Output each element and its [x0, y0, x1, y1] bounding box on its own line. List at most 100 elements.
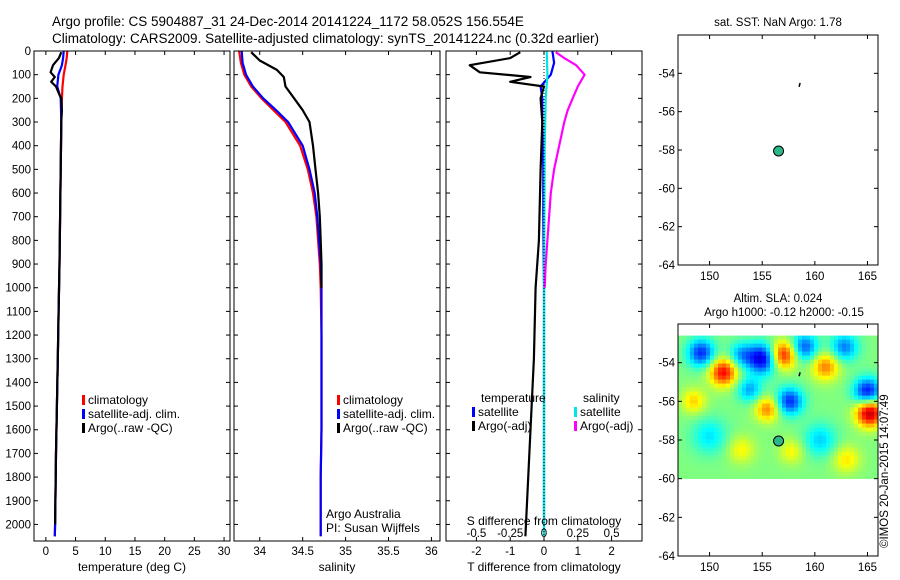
sla-cell [778, 427, 783, 432]
sla-cell [722, 407, 727, 412]
sla-cell [690, 407, 695, 412]
legend-swatch [337, 423, 340, 433]
sla-cell [690, 383, 695, 388]
sla-cell [810, 435, 815, 440]
sla-cell [718, 347, 723, 352]
sla-cell [722, 347, 727, 352]
sla-cell [710, 339, 715, 344]
sla-cell [746, 387, 751, 392]
sla-cell [806, 415, 811, 420]
sla-cell [858, 415, 863, 420]
sla-cell [830, 367, 835, 372]
sla-cell [694, 463, 699, 468]
sla-cell [798, 343, 803, 348]
sla-cell [778, 431, 783, 436]
sla-cell [870, 379, 875, 384]
sla-cell [678, 415, 683, 420]
sla-cell [862, 359, 867, 364]
sla-cell [746, 423, 751, 428]
sla-cell [874, 379, 879, 384]
sla-cell [850, 419, 855, 424]
sla-cell [834, 447, 839, 452]
sla-cell [706, 391, 711, 396]
sla-cell [794, 447, 799, 452]
sla-cell [826, 459, 831, 464]
y-tick-label: 1700 [5, 448, 31, 460]
sla-cell [686, 475, 691, 479]
sla-cell [842, 407, 847, 412]
sla-cell [802, 359, 807, 364]
sla-cell [694, 375, 699, 380]
sla-cell [710, 419, 715, 424]
sla-cell [802, 399, 807, 404]
sla-cell [818, 387, 823, 392]
sla-cell [754, 347, 759, 352]
sla-cell [726, 371, 731, 376]
sla-cell [678, 343, 683, 348]
sla-cell [838, 343, 843, 348]
sla-cell [746, 351, 751, 356]
sla-cell [690, 347, 695, 352]
sla-cell [766, 403, 771, 408]
sla-cell [758, 383, 763, 388]
sla-cell [702, 447, 707, 452]
sla-cell [746, 355, 751, 360]
sla-cell [818, 407, 823, 412]
sla-cell [834, 335, 839, 340]
sla-cell [678, 407, 683, 412]
sla-cell [694, 391, 699, 396]
y-tick-label: 1600 [5, 425, 31, 437]
sla-cell [846, 379, 851, 384]
sla-cell [830, 435, 835, 440]
sla-cell [738, 451, 743, 456]
sla-cell [718, 399, 723, 404]
sla-cell [866, 355, 871, 360]
sla-cell [810, 471, 815, 476]
sla-cell [778, 451, 783, 456]
sla-cell [858, 471, 863, 476]
sla-cell [738, 439, 743, 444]
sla-cell [738, 463, 743, 468]
sla-cell [698, 335, 703, 340]
sla-cell [782, 443, 787, 448]
sla-cell [698, 351, 703, 356]
sla-cell [822, 423, 827, 428]
sla-cell [874, 387, 879, 392]
sla-cell [874, 459, 879, 464]
sla-cell [698, 443, 703, 448]
sla-cell [854, 379, 859, 384]
sla-cell [798, 423, 803, 428]
sla-cell [846, 363, 851, 368]
sla-cell [718, 335, 723, 340]
sla-cell [714, 347, 719, 352]
sla-cell [678, 403, 683, 408]
sla-cell [834, 355, 839, 360]
sla-cell [778, 347, 783, 352]
sla-cell [738, 387, 743, 392]
sla-cell [798, 339, 803, 344]
sla-cell [758, 387, 763, 392]
sla-cell [702, 475, 707, 479]
sla-cell [690, 467, 695, 472]
sla-cell [758, 427, 763, 432]
sla-cell [734, 395, 739, 400]
sla-cell [794, 387, 799, 392]
sla-cell [706, 355, 711, 360]
sla-cell [794, 463, 799, 468]
sla-cell [754, 411, 759, 416]
sla-cell [798, 359, 803, 364]
sla-cell [738, 407, 743, 412]
y-tick-label: -58 [658, 435, 675, 447]
sla-cell [678, 387, 683, 392]
sla-cell [706, 335, 711, 340]
sla-cell [738, 423, 743, 428]
sla-cell [690, 403, 695, 408]
sla-cell [806, 343, 811, 348]
sla-cell [710, 383, 715, 388]
temperature-panel: 0 5 10 15 20 25 300100200300400500600700800900… [5, 46, 231, 574]
sla-cell [682, 439, 687, 444]
plot-area [34, 51, 230, 541]
sla-cell [874, 367, 879, 372]
sla-cell [850, 439, 855, 444]
sla-cell [854, 335, 859, 340]
